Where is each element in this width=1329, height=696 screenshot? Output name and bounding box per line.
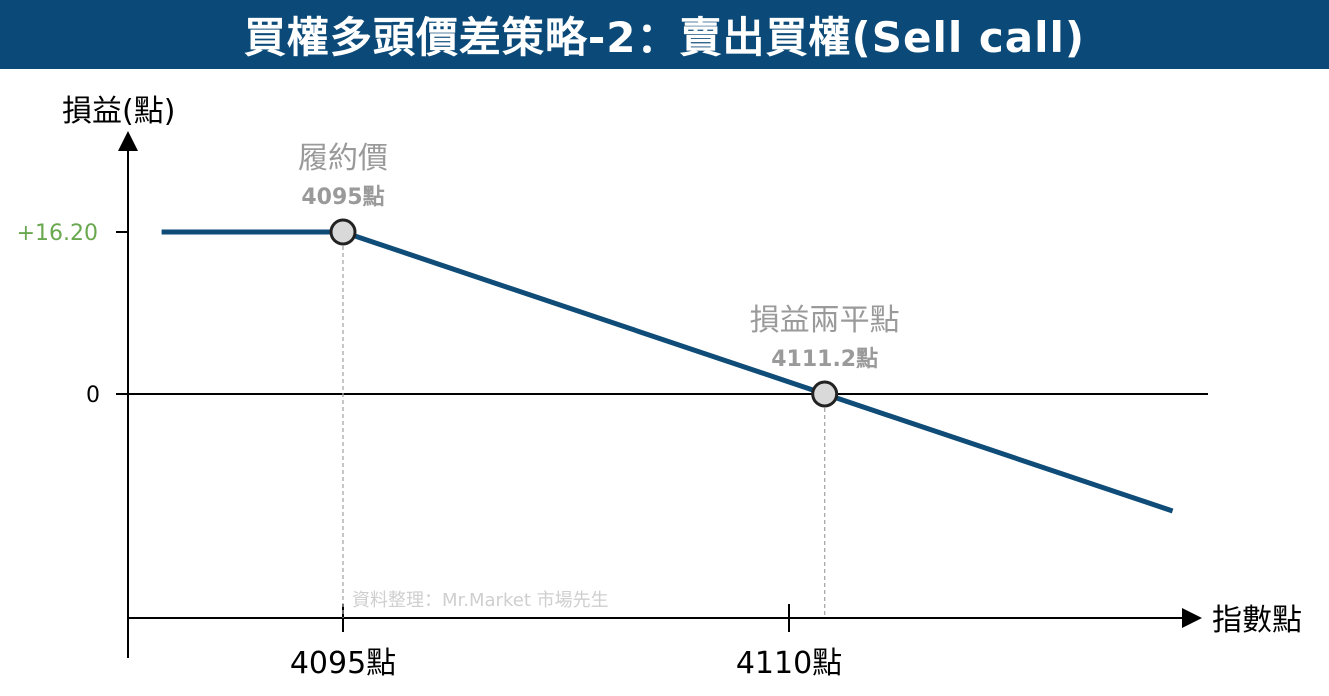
chart-title: 買權多頭價差策略-2：賣出買權(Sell call) [243,13,1086,62]
y-axis-label: 損益(點) [62,94,175,129]
annotation-value-1: 4111.2點 [771,347,878,372]
payoff-chart: 損益(點) 指數點 4095點 4110點+16.200 履約價4095點損益兩平… [17,94,1302,681]
source-note: 資料整理：Mr.Market 市場先生 [352,590,609,611]
y-tick-label-1: 0 [86,383,100,408]
y-tick-label-0: +16.20 [17,221,98,246]
x-axis-label: 指數點 [1212,603,1302,638]
key-point-marker-0 [329,218,357,246]
x-tick-label-0: 4095點 [290,646,396,681]
annotation-title-1: 損益兩平點 [750,303,900,338]
annotation-value-0: 4095點 [301,185,384,210]
x-tick-label-1: 4110點 [736,646,842,681]
title-bar: 買權多頭價差策略-2：賣出買權(Sell call) [0,0,1329,69]
annotation-title-0: 履約價 [298,141,388,176]
axes [118,131,1208,658]
payoff-line-0 [161,229,1174,514]
key-point-marker-1 [811,380,839,408]
